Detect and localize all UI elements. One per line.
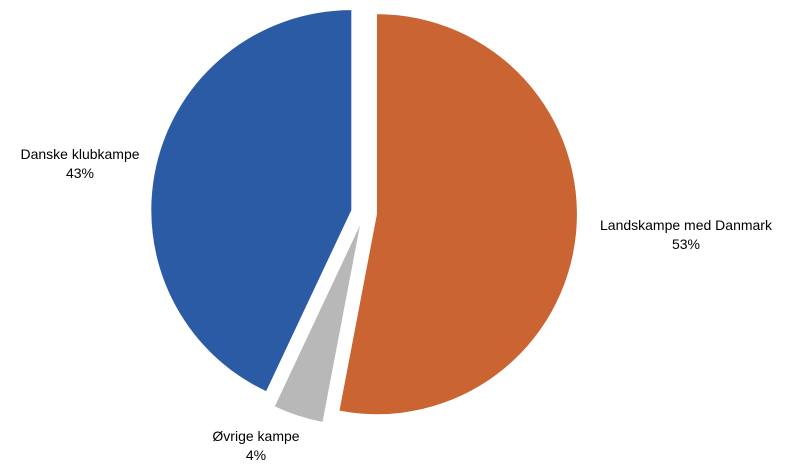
pie-slice-landskampe-med-danmark xyxy=(339,14,577,415)
slice-value-label-danske-klubkampe: 43% xyxy=(66,165,94,181)
slice-value-label-landskampe-med-danmark: 53% xyxy=(672,236,700,252)
slice-label-danske-klubkampe: Danske klubkampe xyxy=(20,146,139,162)
pie-slice-danske-klubkampe xyxy=(151,10,352,392)
slice-label-ovrige-kampe: Øvrige kampe xyxy=(212,428,299,444)
slice-value-label-ovrige-kampe: 4% xyxy=(246,447,266,463)
pie-labels: Landskampe med Danmark 53% Øvrige kampe 4% D… xyxy=(20,146,773,463)
slice-label-landskampe-med-danmark: Landskampe med Danmark xyxy=(600,217,773,233)
pie-slices xyxy=(151,10,577,422)
pie-slice-ovrige-kampe xyxy=(274,225,360,422)
